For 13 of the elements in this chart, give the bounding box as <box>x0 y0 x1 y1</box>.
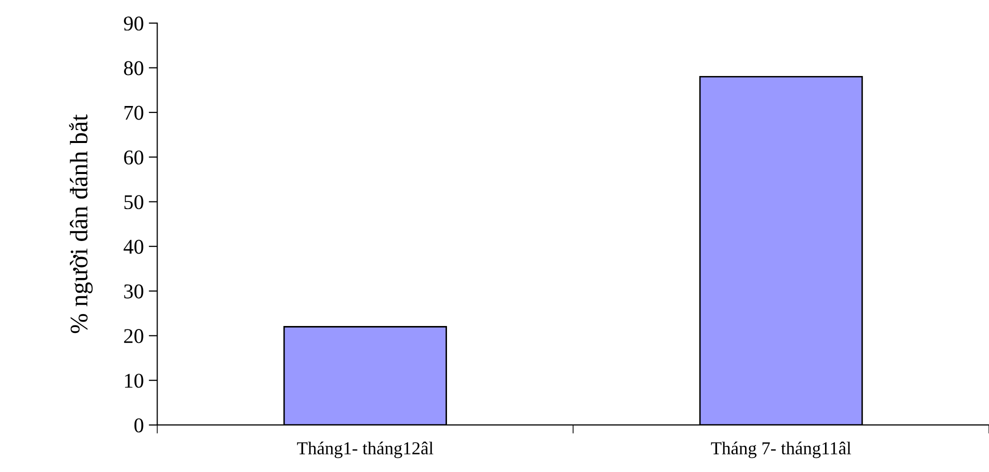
y-tick-label: 60 <box>124 150 144 165</box>
y-tick-label: 40 <box>124 240 144 254</box>
y-tick-label: 0 <box>134 418 144 432</box>
y-tick-label: 10 <box>125 374 144 388</box>
x-tick-label: Tháng1- tháng12âl <box>297 442 434 458</box>
x-tick-label: Tháng 7- tháng11âl <box>711 442 852 458</box>
y-tick-label: 30 <box>124 284 144 298</box>
y-tick-label: 90 <box>124 16 144 31</box>
y-tick-label: 20 <box>124 329 144 344</box>
y-tick-label: 80 <box>124 61 144 76</box>
y-tick-label: 50 <box>124 195 144 210</box>
y-axis-title: % người dân đánh bắt <box>69 114 93 334</box>
y-tick-label: 70 <box>124 106 144 120</box>
